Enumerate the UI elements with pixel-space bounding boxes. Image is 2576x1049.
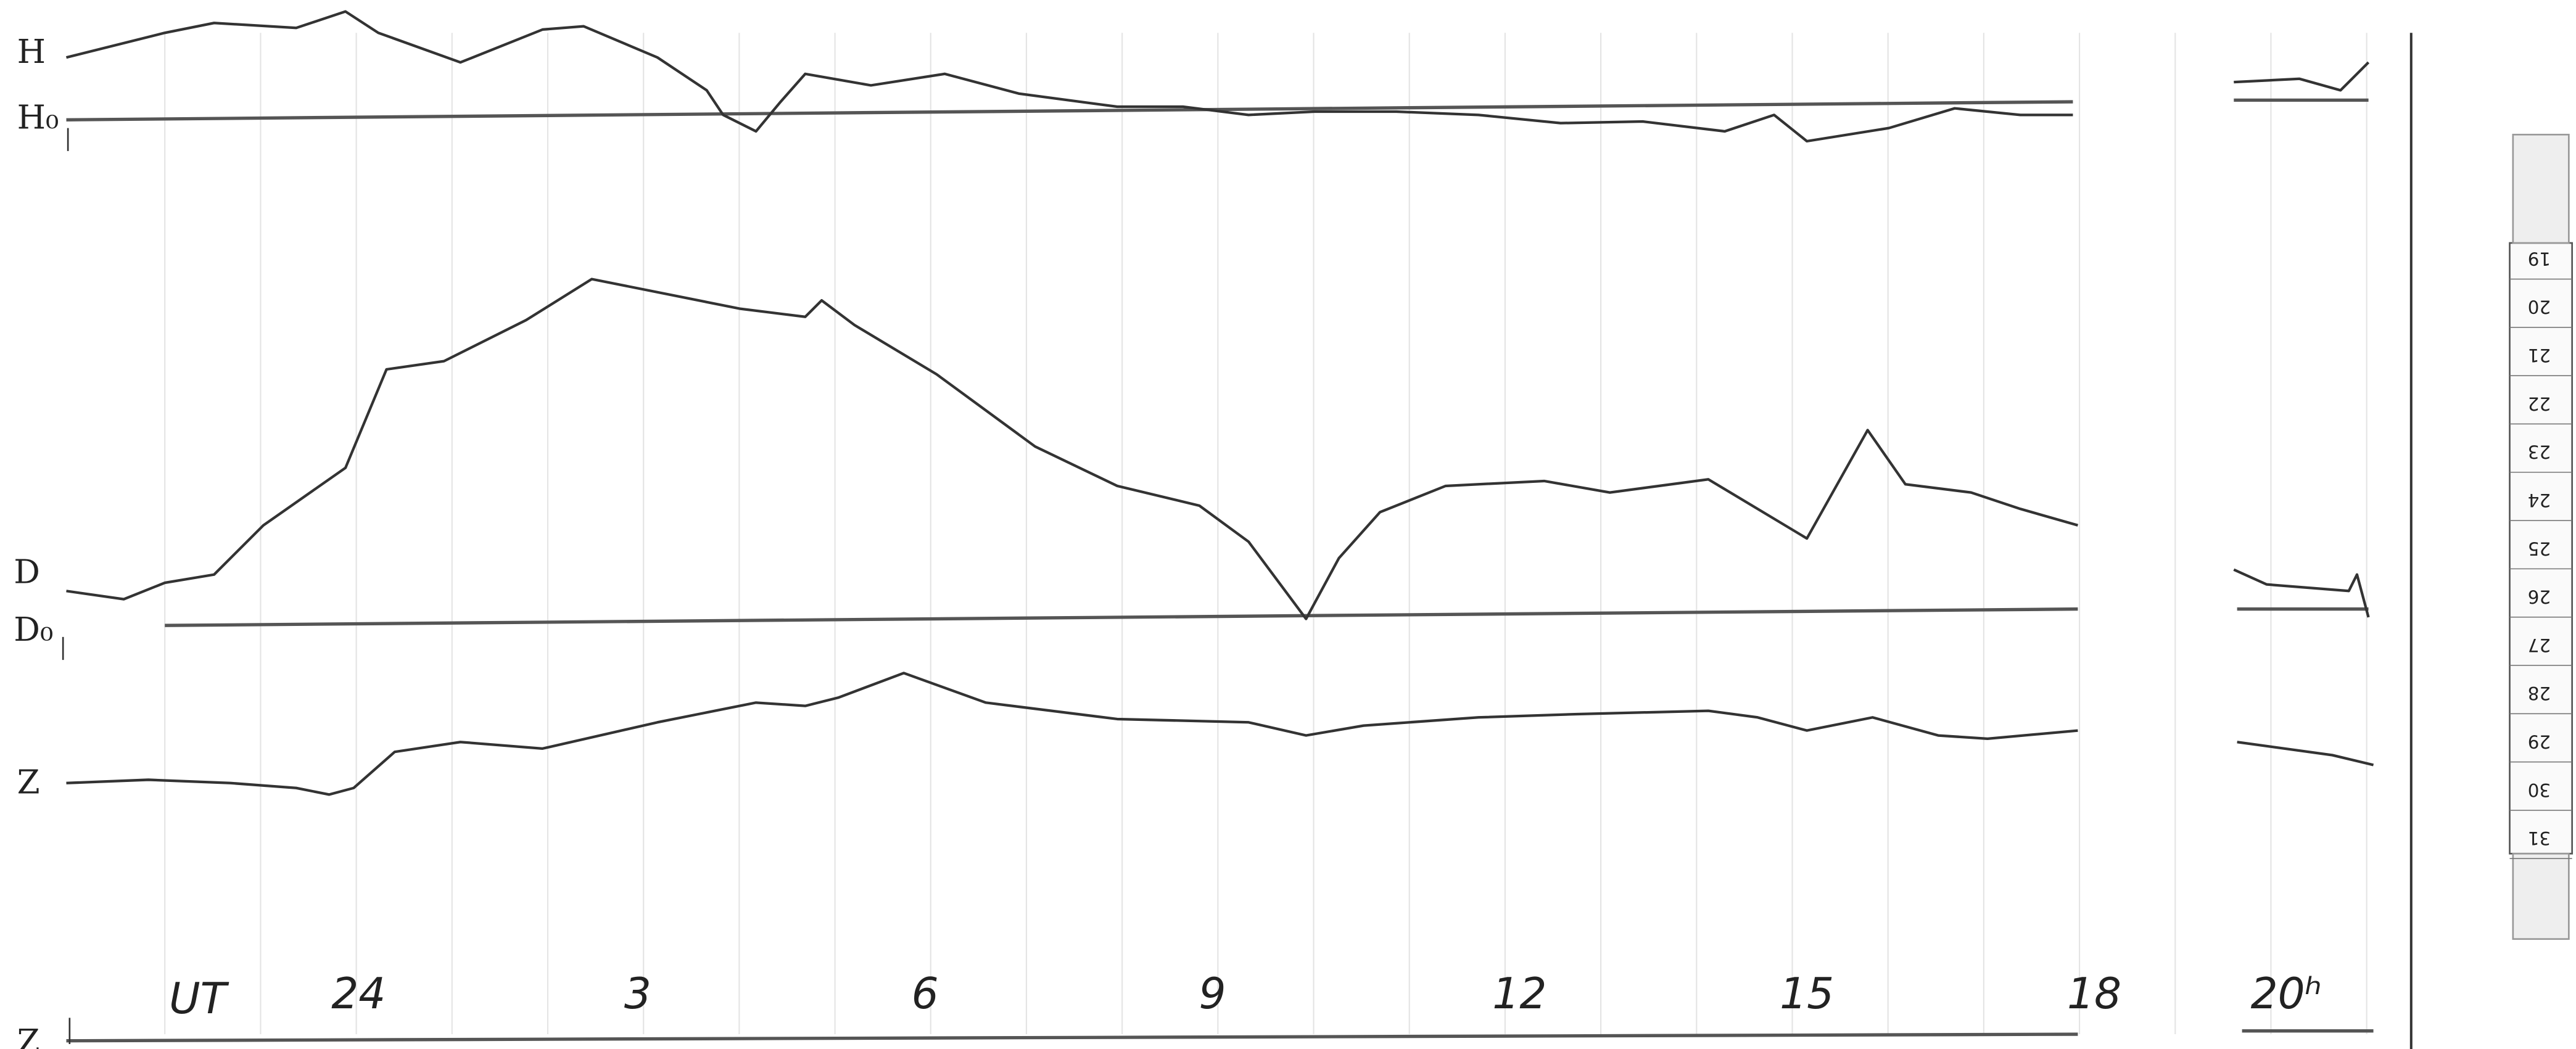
- ruler-number: 22: [2528, 393, 2551, 414]
- hour-label: 24: [331, 969, 386, 1019]
- ruler-number: 24: [2528, 490, 2551, 511]
- ruler-number: 30: [2528, 780, 2551, 800]
- ruler-number: 27: [2528, 635, 2551, 656]
- ruler-number: 20: [2528, 297, 2551, 318]
- trace-label: Z: [17, 1022, 40, 1049]
- ruler-number: 26: [2528, 586, 2551, 607]
- trace-label: D₀: [14, 611, 53, 649]
- hour-label: 20ʰ: [2251, 969, 2322, 1019]
- trace-label: H: [17, 33, 46, 71]
- ruler-number: 28: [2528, 683, 2551, 704]
- hour-label: 6: [912, 969, 939, 1019]
- tape: [2512, 852, 2570, 940]
- ruler-number: 19: [2528, 248, 2551, 269]
- ruler-number: 29: [2528, 731, 2551, 752]
- tape: [2512, 133, 2570, 244]
- h-trace: [2234, 61, 2370, 92]
- h-baseline: [66, 100, 2073, 121]
- h-trace: [65, 10, 2073, 143]
- trace-label: D: [14, 553, 40, 591]
- hour-label: 15: [1780, 969, 1834, 1019]
- hour-label: 3: [624, 969, 651, 1019]
- d-baseline: [165, 607, 2078, 627]
- d-trace: [66, 278, 2078, 620]
- grid: [164, 33, 2368, 1035]
- z-trace: [66, 672, 2078, 796]
- z-baseline: [66, 1032, 2078, 1043]
- ruler-number: 21: [2528, 345, 2551, 366]
- ruler-number: 31: [2528, 828, 2551, 849]
- ruler-number: 25: [2528, 538, 2551, 559]
- hour-label: 18: [2067, 969, 2121, 1019]
- ruler-numbers: 19 20 21 22 23 24 25 26 27 28 29 30 31: [2509, 248, 2572, 860]
- ruler: [2509, 242, 2573, 855]
- axis-label: UT: [169, 974, 229, 1024]
- hour-label: 9: [1199, 969, 1226, 1019]
- hour-label: 12: [1492, 969, 1546, 1019]
- ruler-number: 23: [2528, 442, 2551, 463]
- trace-label: Z: [17, 763, 40, 801]
- hour-labels: 24 3 6 9 12 15 18 20ʰ: [331, 969, 2322, 1019]
- d-trace: [2233, 568, 2370, 618]
- z-trace: [2237, 741, 2374, 767]
- trace-label: H₀: [17, 98, 59, 136]
